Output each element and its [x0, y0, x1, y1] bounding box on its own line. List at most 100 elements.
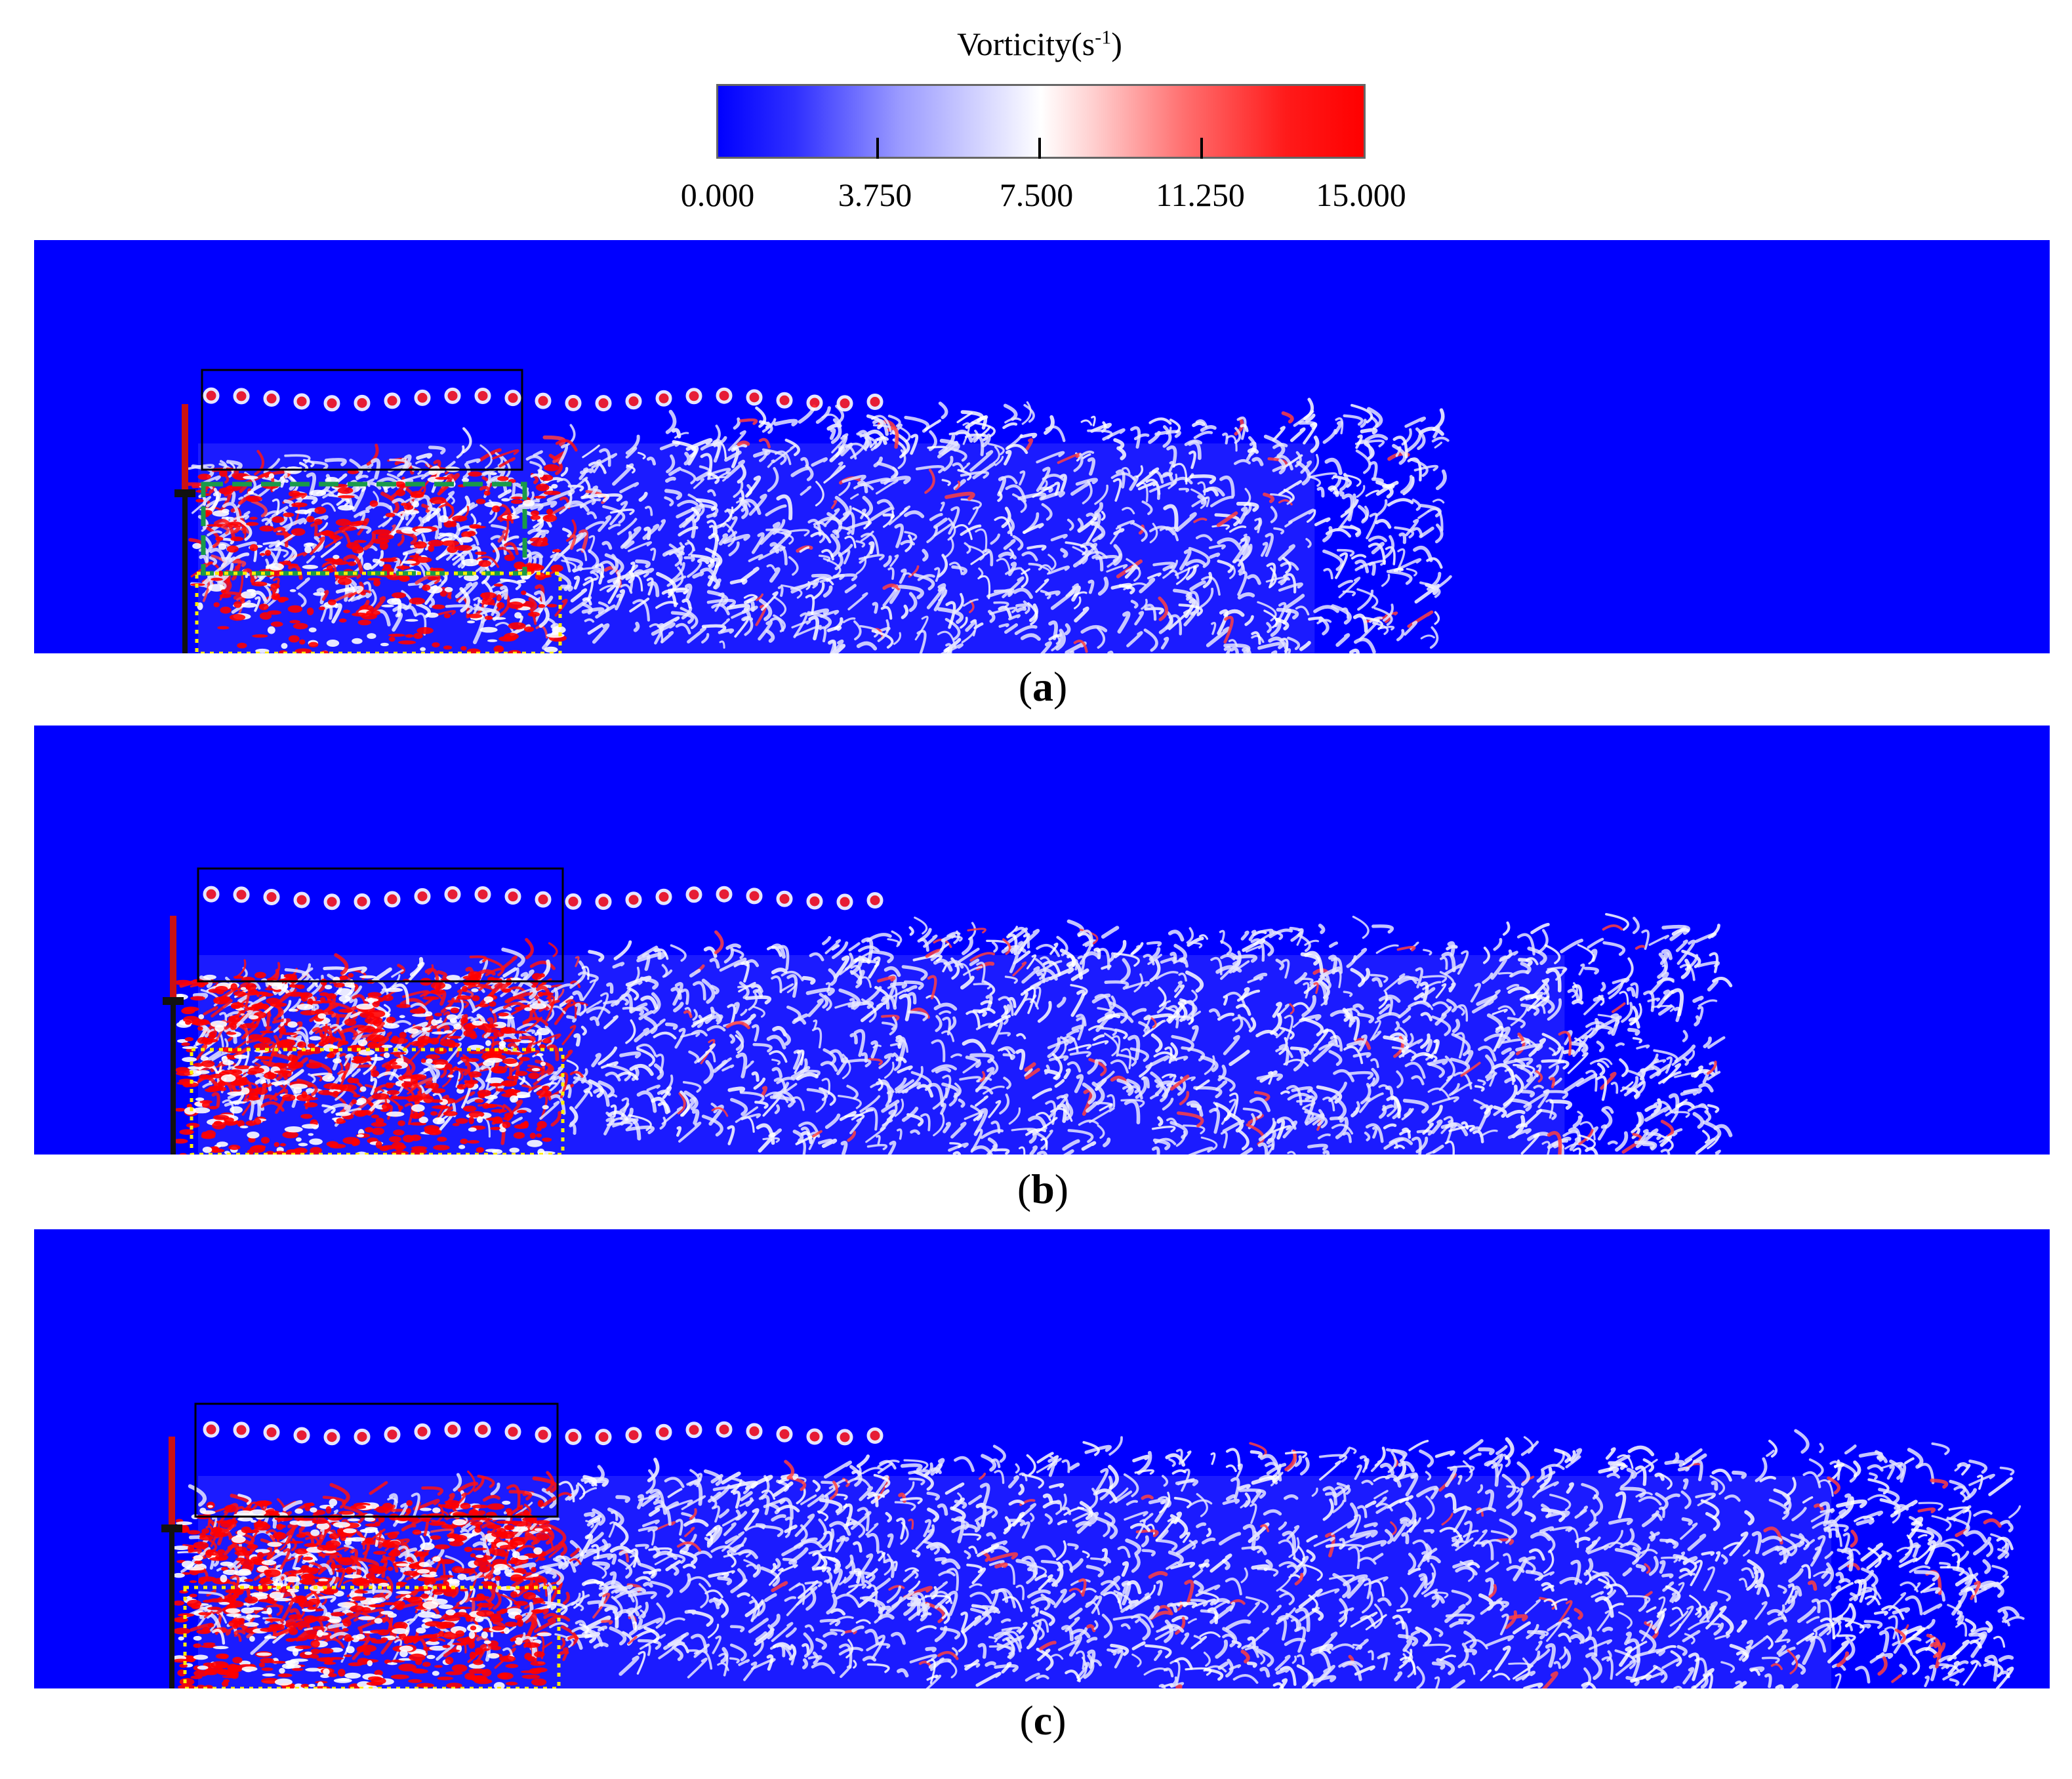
vortex-filament [1216, 511, 1238, 527]
vortex-filament [1704, 1110, 1712, 1122]
tip-vortex [565, 394, 582, 411]
vortex-filament [1192, 421, 1206, 428]
vortex-filament [1193, 518, 1208, 523]
vortex-filament [305, 995, 316, 1015]
near-wake-vortex [353, 1094, 361, 1097]
vortex-filament [1169, 1055, 1188, 1063]
near-wake-vortex [300, 1114, 313, 1119]
vortex-filament [1202, 571, 1213, 588]
vortex-filament [586, 973, 599, 982]
near-wake-vortex [472, 1020, 483, 1026]
vortex-filament [1033, 986, 1042, 1008]
vortex-filament [641, 1519, 660, 1528]
ground-region-box [195, 571, 562, 653]
vortex-filament [994, 455, 1004, 466]
vortex-filament [529, 460, 542, 472]
near-wake-vortex [352, 612, 369, 617]
vortex-filament [1003, 403, 1018, 421]
near-wake-vortex [367, 1010, 386, 1018]
vortex-filament [1168, 474, 1178, 489]
near-wake-vortex [208, 1105, 218, 1110]
vortex-filament [1596, 1057, 1613, 1065]
vortex-filament [1698, 1103, 1709, 1113]
vortex-filament [786, 982, 798, 994]
vortex-filament [794, 1513, 815, 1538]
near-wake-vortex [271, 1081, 284, 1086]
tip-vortex [746, 389, 763, 406]
vortex-filament [683, 1010, 693, 1018]
near-wake-vortex [432, 642, 440, 647]
near-wake-vortex [424, 1128, 437, 1134]
vortex-filament [1110, 1059, 1129, 1074]
near-wake-vortex [468, 1071, 482, 1078]
vortex-filament [1182, 1124, 1206, 1135]
colorbar-tick-mark [876, 138, 879, 159]
near-wake-vortex [260, 1079, 267, 1084]
vortex-filament [1039, 1610, 1055, 1626]
vortex-filament [1817, 1599, 1832, 1623]
vortex-filament [824, 994, 832, 1012]
near-wake-vortex [487, 1077, 504, 1084]
vortex-filament [1353, 1101, 1360, 1114]
near-wake-vortex [477, 1090, 491, 1097]
vortex-filament [967, 928, 986, 933]
vortex-filament [1723, 1542, 1741, 1550]
vortex-filament [1318, 616, 1330, 636]
vortex-filament [474, 1075, 485, 1092]
vortex-filament [993, 445, 1000, 464]
vortex-filament [1189, 474, 1217, 485]
vortex-filament [1837, 1548, 1852, 1560]
vortex-filament [707, 1491, 721, 1503]
vortex-filament [680, 468, 697, 485]
vortex-filament [1572, 1115, 1582, 1128]
near-wake-vortex [259, 525, 275, 532]
near-wake-vortex [208, 1034, 216, 1038]
vortex-filament [821, 548, 834, 561]
vortex-filament [1509, 970, 1530, 978]
vortex-filament [455, 582, 472, 599]
vortex-filament [914, 916, 928, 935]
vortex-filament [1047, 1037, 1076, 1050]
vortex-filament [1000, 1046, 1016, 1055]
near-wake-vortex [452, 1122, 460, 1126]
vortex-filament [1299, 1457, 1310, 1476]
vortex-filament [275, 533, 296, 548]
vortex-filament [1066, 919, 1084, 937]
vortex-filament [1131, 1553, 1141, 1573]
vortex-filament [960, 975, 975, 990]
near-wake-vortex [504, 1112, 514, 1119]
vortex-filament [1322, 549, 1344, 571]
vortex-filament [1101, 510, 1106, 521]
vortex-filament [611, 989, 631, 1007]
vortex-filament [580, 567, 601, 574]
vortex-filament [1715, 1149, 1721, 1155]
vortex-filament [700, 1038, 716, 1065]
vortex-filament [913, 573, 935, 591]
near-wake-vortex [218, 487, 234, 495]
vortex-filament [1434, 1450, 1455, 1458]
vortex-filament [654, 623, 664, 645]
vortex-filament [1238, 533, 1248, 545]
vortex-filament [546, 1044, 559, 1061]
vortex-filament [1169, 569, 1179, 579]
vortex-filament [1152, 1138, 1171, 1151]
vortex-filament [1732, 1681, 1747, 1688]
vortex-filament [862, 1656, 877, 1662]
vortex-filament [288, 563, 303, 580]
near-wake-vortex [234, 1054, 249, 1059]
vortex-filament [721, 1064, 735, 1072]
vortex-filament [1368, 562, 1376, 576]
vortex-filament [1332, 475, 1352, 488]
vortex-filament [1549, 1099, 1573, 1110]
near-wake-vortex [434, 1064, 445, 1069]
vortex-filament [264, 548, 289, 558]
vortex-filament [866, 430, 887, 445]
vortex-filament [1542, 1585, 1554, 1591]
near-wake-vortex [476, 1147, 485, 1153]
vortex-filament [952, 1151, 962, 1155]
vortex-filament [714, 592, 725, 612]
near-wake-vortex [450, 1007, 460, 1013]
vortex-filament [321, 1025, 333, 1038]
vortex-filament [547, 618, 556, 628]
vortex-filament [1232, 536, 1251, 563]
